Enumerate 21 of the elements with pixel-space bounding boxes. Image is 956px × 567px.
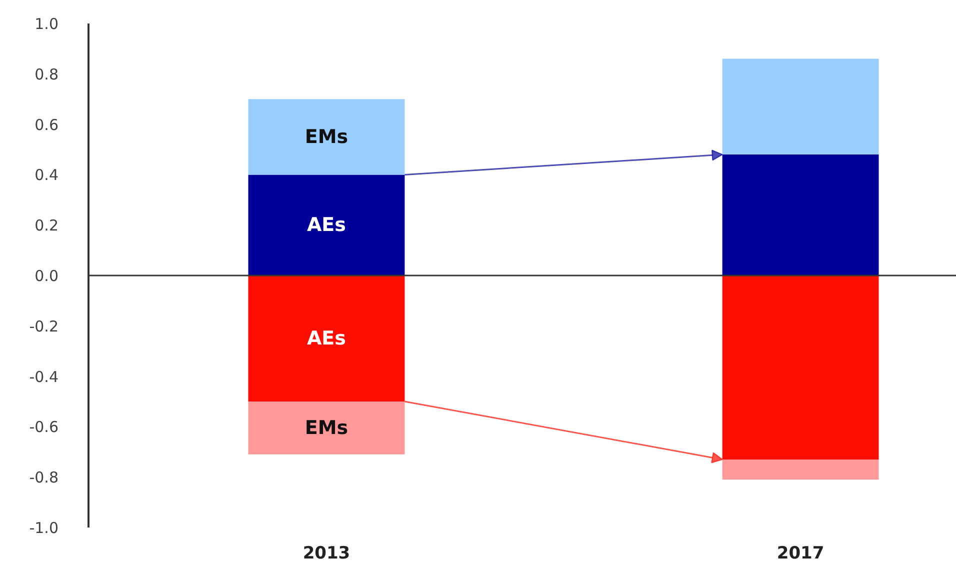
y-tick-label: 0.4 <box>34 166 59 184</box>
y-tick-label: 0.6 <box>34 116 59 134</box>
y-tick-label: 1.0 <box>34 15 59 33</box>
x-tick-label: 2017 <box>776 544 824 564</box>
y-tick-label: 0.2 <box>34 216 59 235</box>
series-label: AEs <box>306 214 346 236</box>
y-tick-label: 0.0 <box>34 267 59 285</box>
bar <box>248 99 405 175</box>
series-label: EMs <box>304 416 348 439</box>
y-tick-label: -0.2 <box>29 317 59 336</box>
y-tick-label: -0.6 <box>29 418 59 436</box>
x-tick-label: 2013 <box>302 544 350 564</box>
bar <box>248 402 405 454</box>
series-label: AEs <box>306 328 346 350</box>
bar <box>722 459 879 480</box>
y-tick-label: -0.8 <box>29 468 59 487</box>
y-tick-label: -0.4 <box>29 368 59 386</box>
bar <box>722 58 879 155</box>
series-label: EMs <box>304 126 348 148</box>
y-tick-label: 0.8 <box>34 65 59 84</box>
y-tick-label: -1.0 <box>29 519 59 537</box>
